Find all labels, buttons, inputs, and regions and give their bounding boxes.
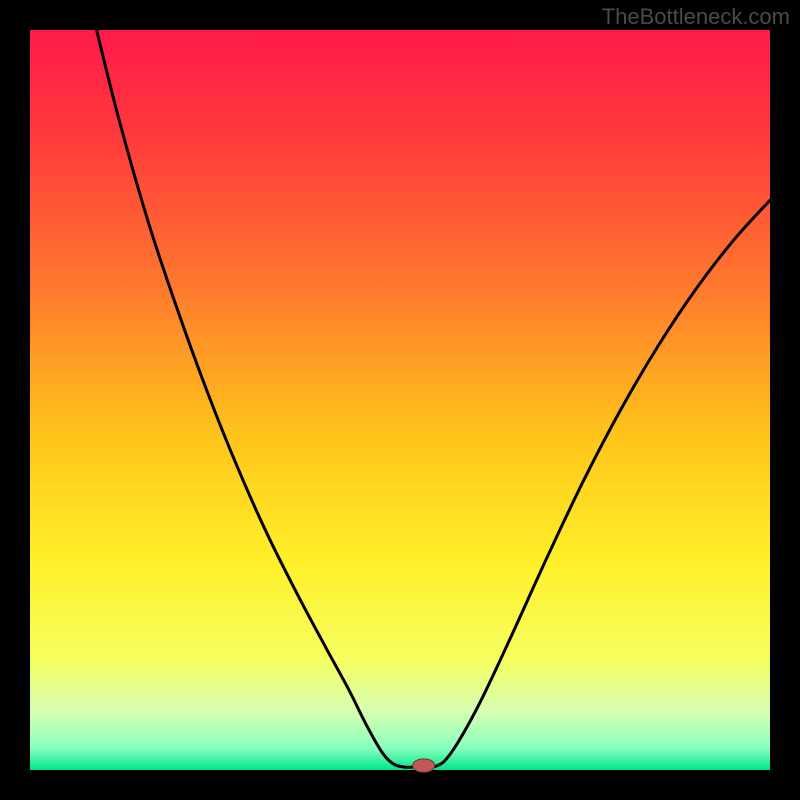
- watermark-text: TheBottleneck.com: [602, 4, 790, 30]
- plot-background: [30, 30, 770, 770]
- chart-container: TheBottleneck.com: [0, 0, 800, 800]
- min-marker: [413, 759, 435, 772]
- bottleneck-chart: [0, 0, 800, 800]
